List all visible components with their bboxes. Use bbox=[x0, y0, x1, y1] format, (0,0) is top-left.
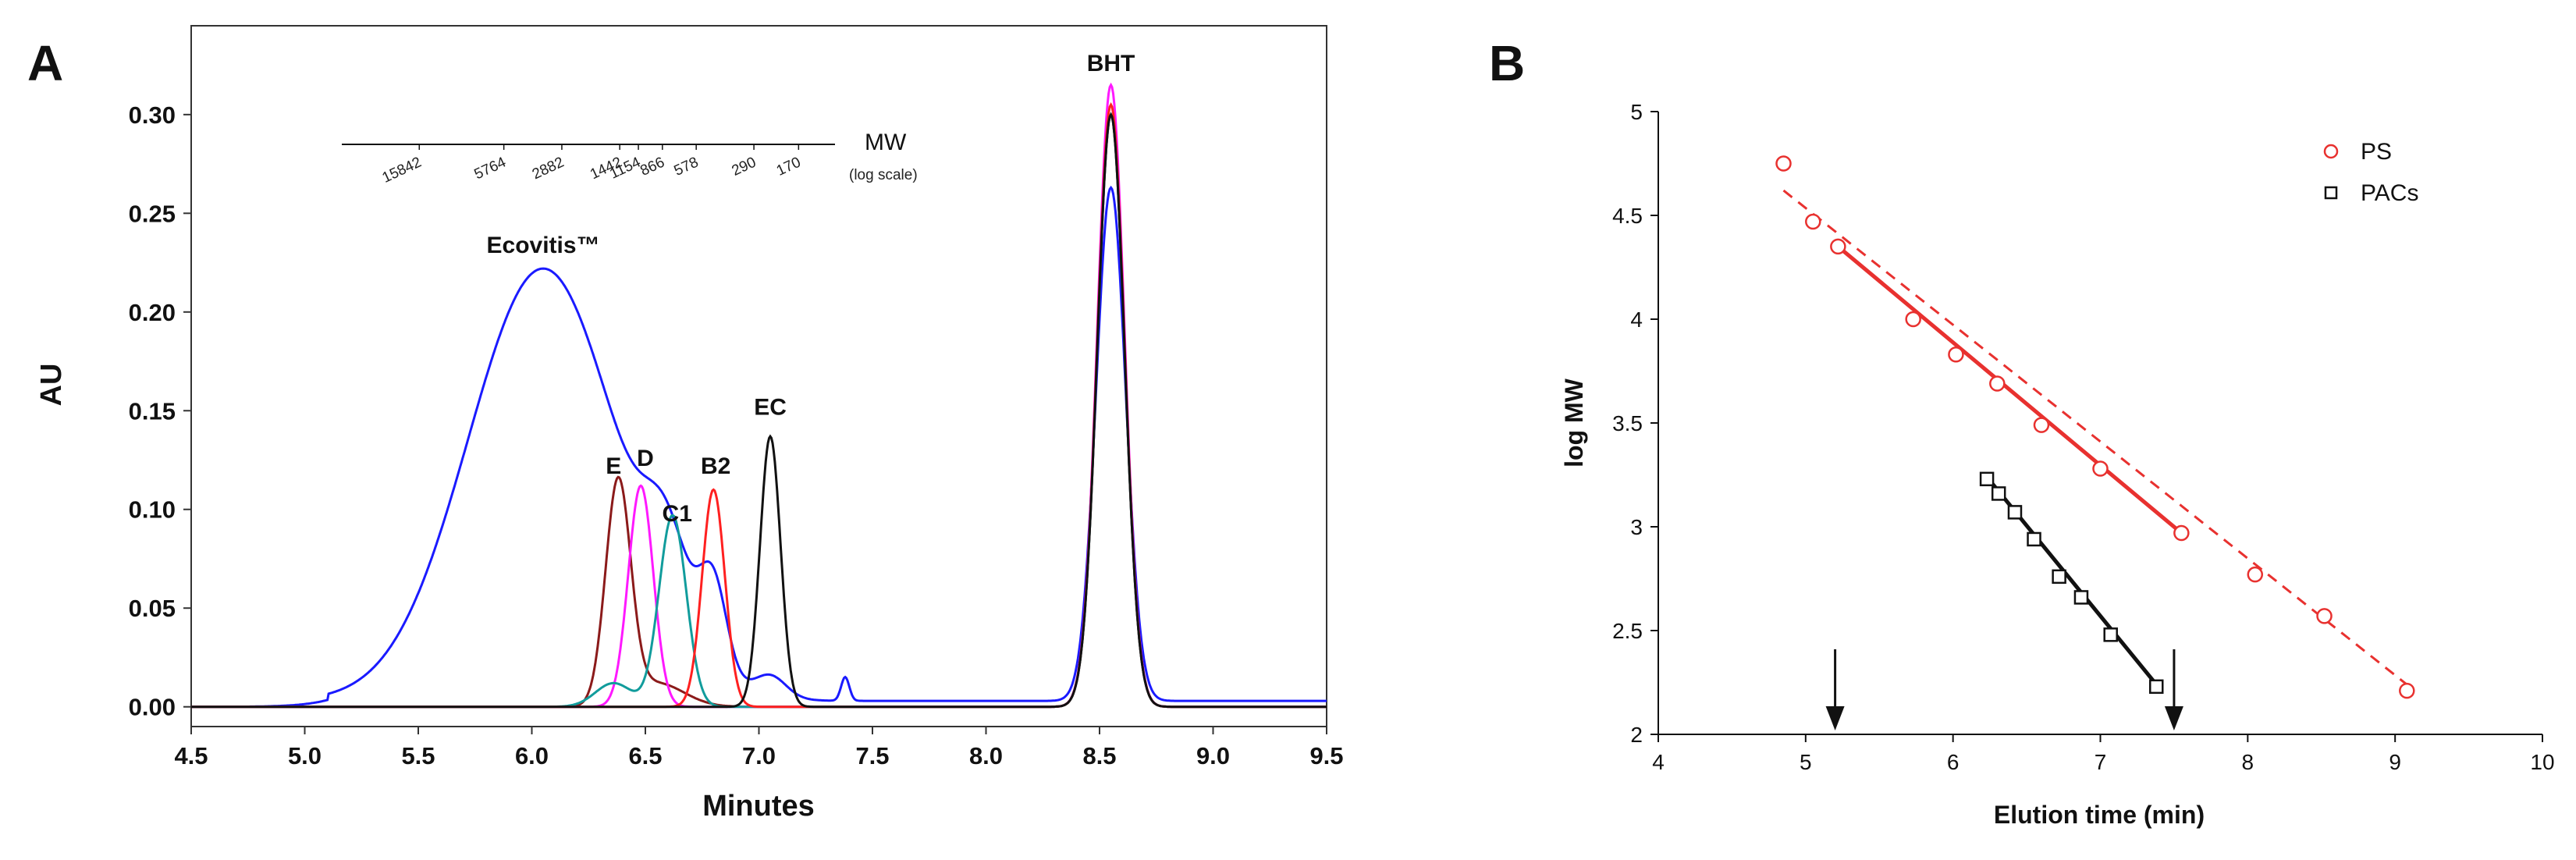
fit-dashed-ps bbox=[1782, 189, 2408, 686]
y-tick-label-a: 0.00 bbox=[129, 694, 176, 721]
x-tick-label-b: 10 bbox=[2530, 750, 2554, 774]
mw-tick-label: 5764 bbox=[472, 154, 510, 183]
x-tick-label-a: 9.5 bbox=[1309, 742, 1343, 769]
arrow-head bbox=[1825, 706, 1845, 730]
point-pacs bbox=[2149, 679, 2164, 695]
x-tick-label-a: 6.0 bbox=[515, 742, 549, 769]
y-tick-label-a: 0.20 bbox=[129, 299, 176, 326]
x-tick-label-b: 4 bbox=[1652, 750, 1665, 774]
x-tick-label-a: 6.5 bbox=[628, 742, 662, 769]
x-tick-label-a: 8.0 bbox=[969, 742, 1003, 769]
legend-label-ps: PS bbox=[2361, 139, 2392, 165]
panel-label-b: B bbox=[1489, 35, 1525, 91]
x-tick-label-b: 6 bbox=[1947, 750, 1960, 774]
y-tick-label-a: 0.15 bbox=[129, 397, 176, 425]
y-tick-label-b: 5 bbox=[1630, 100, 1643, 124]
point-ps bbox=[2033, 417, 2050, 433]
series-line-ec bbox=[191, 112, 1327, 709]
y-tick-label-b: 2 bbox=[1630, 723, 1643, 747]
plot-frame-a bbox=[190, 25, 1327, 727]
point-ps bbox=[2173, 524, 2190, 542]
y-tick-label-b: 4 bbox=[1630, 307, 1643, 332]
y-tick-label-a: 0.05 bbox=[129, 595, 176, 622]
legend-marker-pacs bbox=[2324, 186, 2338, 200]
peak-label: Ecovitis™ bbox=[487, 233, 600, 258]
y-tick-label-b: 3.5 bbox=[1612, 411, 1643, 435]
x-tick-label-a: 7.5 bbox=[855, 742, 889, 769]
point-pacs bbox=[2103, 627, 2118, 642]
fit-solid-ps bbox=[1836, 244, 2183, 535]
legend-marker-ps bbox=[2323, 144, 2339, 159]
point-ps bbox=[2247, 566, 2264, 583]
point-ps bbox=[2092, 460, 2109, 477]
mw-scale-sublabel: (log scale) bbox=[849, 167, 918, 183]
mw-tick-label: 170 bbox=[774, 154, 804, 179]
legend-b: PS PACs bbox=[2323, 139, 2418, 206]
y-tick-label-a: 0.10 bbox=[129, 496, 176, 524]
mw-tick-label: 578 bbox=[672, 154, 702, 179]
y-tick-label-a: 0.30 bbox=[129, 101, 176, 129]
point-ps bbox=[1989, 375, 2006, 392]
point-pacs bbox=[1979, 471, 1995, 487]
peak-label: D bbox=[637, 446, 654, 471]
mw-scale-label: MW bbox=[865, 130, 907, 155]
mw-tick-label: 15842 bbox=[380, 154, 425, 186]
point-pacs bbox=[2052, 569, 2066, 585]
mw-tick-label: 290 bbox=[730, 154, 759, 179]
panel-b: B 2 2.5 3 3.5 4 4.5 5 4 5 6 7 8 9 10 log MW Elution … bbox=[1489, 35, 2555, 829]
point-ps bbox=[1905, 311, 1921, 328]
series-line-ecovitis bbox=[191, 185, 1327, 709]
x-tick-label-a: 5.0 bbox=[288, 742, 322, 769]
x-tick-label-a: 7.0 bbox=[742, 742, 776, 769]
y-axis-label-b: log MW bbox=[1560, 378, 1588, 467]
peak-label: C1 bbox=[663, 501, 692, 527]
mw-tick-label: 2882 bbox=[530, 154, 567, 183]
x-axis-label-b: Elution time (min) bbox=[1994, 801, 2205, 829]
point-ps bbox=[2399, 682, 2415, 699]
point-ps bbox=[1830, 238, 1846, 255]
x-tick-label-b: 8 bbox=[2242, 750, 2254, 774]
x-tick-label-a: 4.5 bbox=[174, 742, 208, 769]
peak-label: BHT bbox=[1087, 51, 1135, 76]
y-tick-label-a: 0.25 bbox=[129, 200, 176, 227]
peak-label: B2 bbox=[701, 453, 730, 479]
mw-tick-label: 866 bbox=[638, 154, 667, 179]
point-pacs bbox=[2007, 505, 2023, 520]
point-ps bbox=[1948, 346, 1964, 363]
point-ps bbox=[2316, 608, 2333, 624]
y-tick-label-b: 4.5 bbox=[1612, 204, 1643, 228]
x-tick-label-b: 9 bbox=[2389, 750, 2401, 774]
peak-label: EC bbox=[754, 394, 787, 420]
point-pacs bbox=[1991, 486, 2006, 501]
legend-label-pacs: PACs bbox=[2361, 180, 2418, 206]
panel-label-a: A bbox=[27, 35, 63, 91]
x-tick-label-a: 9.0 bbox=[1196, 742, 1230, 769]
arrow-head bbox=[2164, 706, 2183, 730]
y-tick-label-b: 3 bbox=[1630, 515, 1643, 539]
panel-a: A 0.00 0.05 0.10 0.15 0.20 0.25 0.30 4.5 5.0 5.5… bbox=[27, 25, 1344, 823]
x-tick-label-b: 7 bbox=[2095, 750, 2107, 774]
peak-label: E bbox=[606, 453, 621, 479]
y-tick-label-b: 2.5 bbox=[1612, 619, 1643, 643]
x-tick-label-a: 5.5 bbox=[401, 742, 435, 769]
point-pacs bbox=[2073, 590, 2089, 605]
y-axis-label-a: AU bbox=[35, 364, 68, 407]
point-pacs bbox=[2027, 531, 2041, 547]
x-tick-label-a: 8.5 bbox=[1082, 742, 1116, 769]
point-ps bbox=[1805, 213, 1821, 230]
x-tick-label-b: 5 bbox=[1800, 750, 1812, 774]
point-ps bbox=[1775, 155, 1792, 172]
x-axis-label-a: Minutes bbox=[702, 790, 815, 823]
